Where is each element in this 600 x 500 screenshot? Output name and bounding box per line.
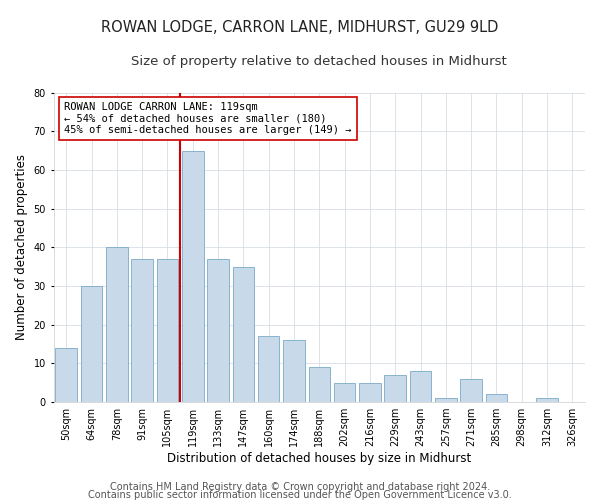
Bar xyxy=(485,394,507,402)
Bar xyxy=(410,371,431,402)
Bar xyxy=(106,248,128,402)
Bar xyxy=(258,336,280,402)
Bar xyxy=(460,379,482,402)
Bar xyxy=(208,259,229,402)
Y-axis label: Number of detached properties: Number of detached properties xyxy=(15,154,28,340)
Bar xyxy=(385,375,406,402)
Title: Size of property relative to detached houses in Midhurst: Size of property relative to detached ho… xyxy=(131,55,507,68)
Bar xyxy=(359,383,380,402)
Bar xyxy=(81,286,102,402)
Bar xyxy=(283,340,305,402)
Bar xyxy=(308,368,330,402)
X-axis label: Distribution of detached houses by size in Midhurst: Distribution of detached houses by size … xyxy=(167,452,472,465)
Text: Contains public sector information licensed under the Open Government Licence v3: Contains public sector information licen… xyxy=(88,490,512,500)
Bar xyxy=(131,259,153,402)
Bar xyxy=(233,267,254,402)
Text: ROWAN LODGE CARRON LANE: 119sqm
← 54% of detached houses are smaller (180)
45% o: ROWAN LODGE CARRON LANE: 119sqm ← 54% of… xyxy=(64,102,352,136)
Bar xyxy=(182,151,203,402)
Text: ROWAN LODGE, CARRON LANE, MIDHURST, GU29 9LD: ROWAN LODGE, CARRON LANE, MIDHURST, GU29… xyxy=(101,20,499,35)
Bar xyxy=(435,398,457,402)
Bar xyxy=(536,398,558,402)
Bar xyxy=(55,348,77,402)
Bar xyxy=(334,383,355,402)
Bar xyxy=(157,259,178,402)
Text: Contains HM Land Registry data © Crown copyright and database right 2024.: Contains HM Land Registry data © Crown c… xyxy=(110,482,490,492)
